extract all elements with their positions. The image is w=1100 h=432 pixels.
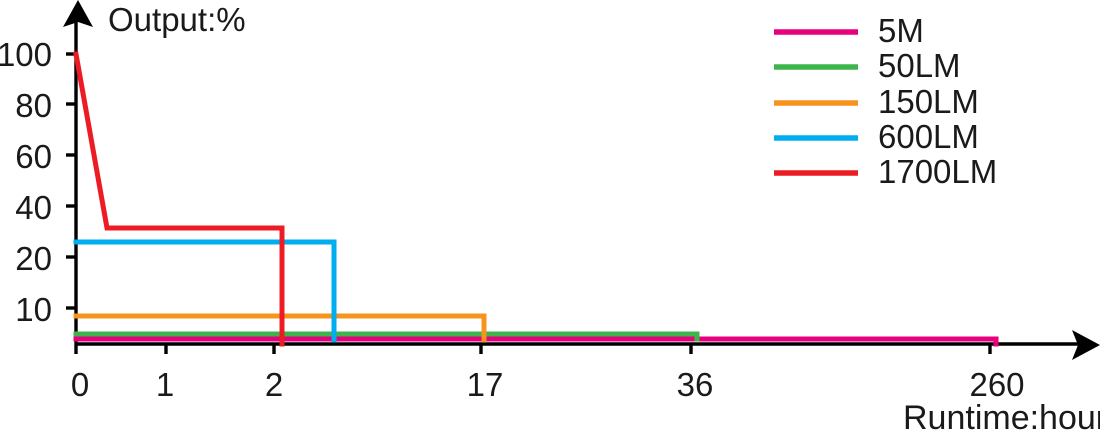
svg-text:80: 80 — [15, 87, 52, 124]
svg-text:36: 36 — [677, 366, 714, 403]
svg-text:50LM: 50LM — [878, 47, 961, 84]
svg-text:10: 10 — [15, 291, 52, 328]
svg-text:150LM: 150LM — [878, 83, 979, 120]
svg-text:1: 1 — [156, 366, 174, 403]
svg-text:2: 2 — [265, 366, 283, 403]
svg-text:1700LM: 1700LM — [878, 153, 997, 190]
svg-text:20: 20 — [15, 240, 52, 277]
svg-text:260: 260 — [969, 366, 1024, 403]
svg-text:Output:%: Output:% — [108, 1, 246, 38]
svg-text:600LM: 600LM — [878, 118, 979, 155]
svg-text:40: 40 — [15, 189, 52, 226]
svg-text:5M: 5M — [878, 12, 924, 49]
svg-text:0: 0 — [71, 366, 89, 403]
svg-text:17: 17 — [467, 366, 504, 403]
svg-text:Runtime:hour: Runtime:hour — [903, 399, 1100, 432]
svg-text:100: 100 — [0, 36, 52, 73]
svg-text:60: 60 — [15, 138, 52, 175]
